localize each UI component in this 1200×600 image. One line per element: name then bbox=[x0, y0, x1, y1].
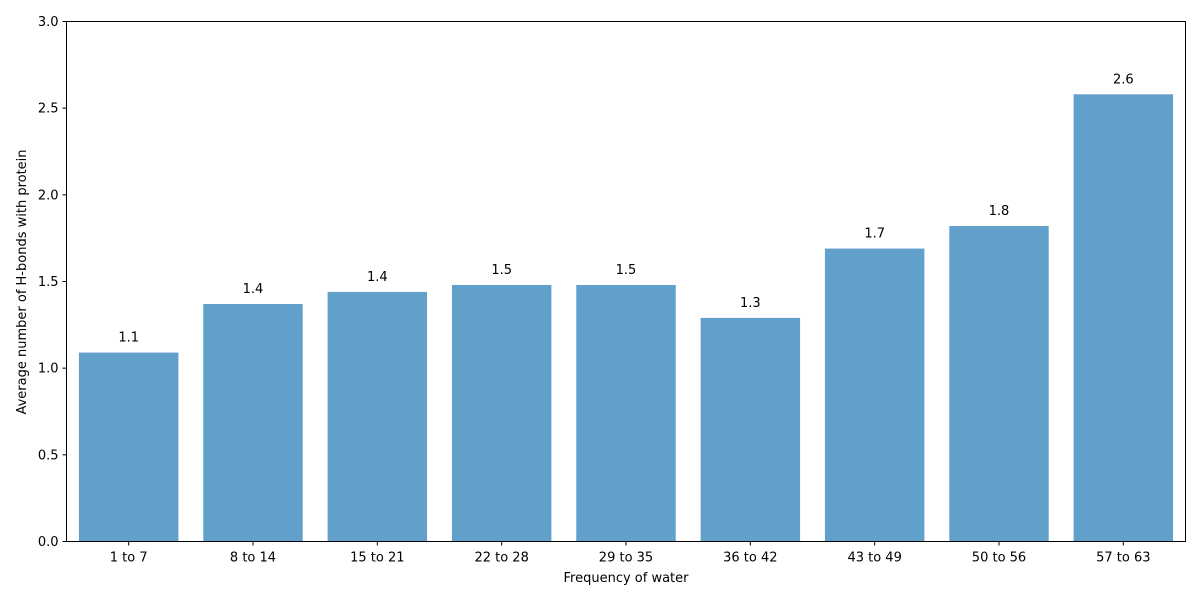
x-tick-label: 57 to 63 bbox=[1096, 551, 1150, 566]
bar-value-label: 1.8 bbox=[989, 204, 1010, 219]
bar bbox=[576, 284, 676, 542]
bar bbox=[78, 352, 179, 542]
bars-layer bbox=[78, 94, 1174, 542]
bar bbox=[451, 284, 552, 542]
x-tick-label: 1 to 7 bbox=[110, 551, 148, 566]
bar bbox=[700, 317, 801, 542]
data-labels-layer: 1.1 1.4 1.4 1.5 1.5 1.3 1.7 1.8 2.6 bbox=[118, 72, 1133, 345]
bar-value-label: 1.5 bbox=[491, 263, 512, 278]
y-tick-label: 3.0 bbox=[38, 15, 59, 30]
bar-value-label: 2.6 bbox=[1113, 72, 1134, 87]
y-axis: 0.0 0.5 1.0 1.5 2.0 2.5 3.0 bbox=[38, 15, 67, 550]
y-tick-label: 2.5 bbox=[38, 102, 59, 117]
bar bbox=[949, 226, 1049, 542]
x-tick-label: 50 to 56 bbox=[972, 551, 1026, 566]
x-tick-label: 15 to 21 bbox=[350, 551, 404, 566]
x-tick-label: 36 to 42 bbox=[723, 551, 777, 566]
bar bbox=[824, 248, 925, 542]
y-tick-label: 1.0 bbox=[38, 362, 59, 377]
x-tick-label: 43 to 49 bbox=[847, 551, 901, 566]
bar-value-label: 1.4 bbox=[243, 282, 264, 297]
x-tick-label: 8 to 14 bbox=[230, 551, 276, 566]
bar-value-label: 1.3 bbox=[740, 296, 761, 311]
x-tick-label: 29 to 35 bbox=[599, 551, 653, 566]
bar bbox=[203, 304, 303, 542]
bar-value-label: 1.4 bbox=[367, 270, 388, 285]
x-tick-label: 22 to 28 bbox=[474, 551, 528, 566]
y-axis-label: Average number of H-bonds with protein bbox=[15, 149, 30, 414]
x-axis-label: Frequency of water bbox=[564, 571, 690, 586]
y-tick-label: 0.0 bbox=[38, 535, 59, 550]
bar bbox=[1073, 94, 1174, 542]
x-axis: 1 to 7 8 to 14 15 to 21 22 to 28 29 to 35 36 … bbox=[110, 541, 1151, 566]
y-tick-label: 0.5 bbox=[38, 448, 59, 463]
bar-value-label: 1.5 bbox=[616, 263, 637, 278]
bar-value-label: 1.7 bbox=[864, 227, 885, 242]
bar-value-label: 1.1 bbox=[118, 331, 139, 346]
bar bbox=[327, 291, 428, 542]
y-tick-label: 1.5 bbox=[38, 275, 59, 290]
y-tick-label: 2.0 bbox=[38, 188, 59, 203]
